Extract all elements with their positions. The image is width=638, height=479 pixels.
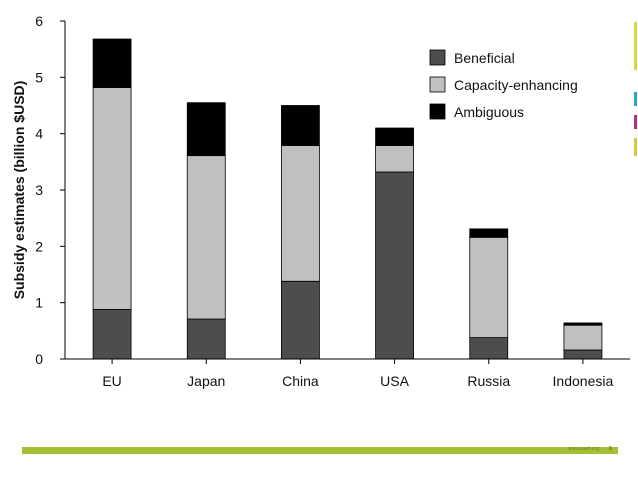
y-tick-label: 4 — [35, 126, 43, 142]
bar-beneficial-indonesia — [563, 349, 603, 360]
bar-capacity-enhancing-china — [281, 145, 320, 282]
y-axis-title: Subsidy estimates (billion $USD) — [11, 81, 27, 300]
x-tick-label-indonesia: Indonesia — [553, 373, 614, 389]
bar-capacity-enhancing-russia — [469, 236, 509, 338]
bar-ambiguous-china — [281, 105, 320, 146]
bar-beneficial-usa — [375, 171, 414, 360]
bar-ambiguous-indonesia — [563, 322, 603, 326]
side-accent-bar — [634, 138, 637, 156]
page-number: 6 — [609, 446, 612, 452]
bar-ambiguous-usa — [375, 127, 414, 146]
legend-label: Capacity-enhancing — [454, 77, 578, 93]
side-accent-bar — [634, 92, 637, 106]
x-tick-label-usa: USA — [380, 373, 409, 389]
footer: www.sed.org 6 — [569, 446, 612, 452]
y-axis-ticks: 0 1 2 3 4 5 6 — [35, 13, 65, 367]
legend: Beneficial Capacity-enhancing Ambiguous — [429, 49, 578, 120]
bar-capacity-enhancing-usa — [375, 145, 414, 173]
y-tick-label: 1 — [35, 295, 43, 311]
y-tick-label: 6 — [35, 13, 43, 29]
bar-ambiguous-russia — [469, 228, 509, 238]
bar-beneficial-china — [281, 280, 320, 360]
x-tick-label-japan: Japan — [187, 373, 225, 389]
x-tick-label-china: China — [282, 373, 319, 389]
side-accent-bar — [634, 115, 637, 129]
y-tick-label: 5 — [35, 69, 43, 85]
bar-beneficial-russia — [469, 337, 509, 360]
legend-label: Beneficial — [454, 50, 515, 66]
x-tick-label-eu: EU — [102, 373, 121, 389]
y-tick-label: 3 — [35, 182, 43, 198]
bar-capacity-enhancing-eu — [92, 87, 132, 310]
legend-swatch-ambiguous — [429, 103, 446, 120]
y-tick-label: 0 — [35, 351, 43, 367]
bar-capacity-enhancing-japan — [186, 155, 226, 320]
x-tick-label-russia: Russia — [467, 373, 510, 389]
bar-beneficial-japan — [186, 318, 226, 360]
bar-ambiguous-japan — [186, 102, 226, 157]
stacked-bar-chart: 0 1 2 3 4 5 6 EU Japan China USA Russia Indonesia S… — [11, 13, 630, 389]
footer-bar — [22, 447, 618, 454]
bar-ambiguous-eu — [92, 38, 132, 88]
legend-swatch-capacity-enhancing — [429, 76, 446, 93]
bar-capacity-enhancing-indonesia — [563, 324, 603, 351]
legend-label: Ambiguous — [454, 104, 524, 120]
bars — [92, 38, 603, 360]
bar-beneficial-eu — [92, 309, 132, 360]
x-axis-labels: EU Japan China USA Russia Indonesia — [102, 359, 613, 389]
y-tick-label: 2 — [35, 238, 43, 254]
side-accent-bar — [634, 22, 637, 70]
footer-url: www.sed.org — [568, 446, 600, 452]
legend-swatch-beneficial — [429, 49, 446, 66]
